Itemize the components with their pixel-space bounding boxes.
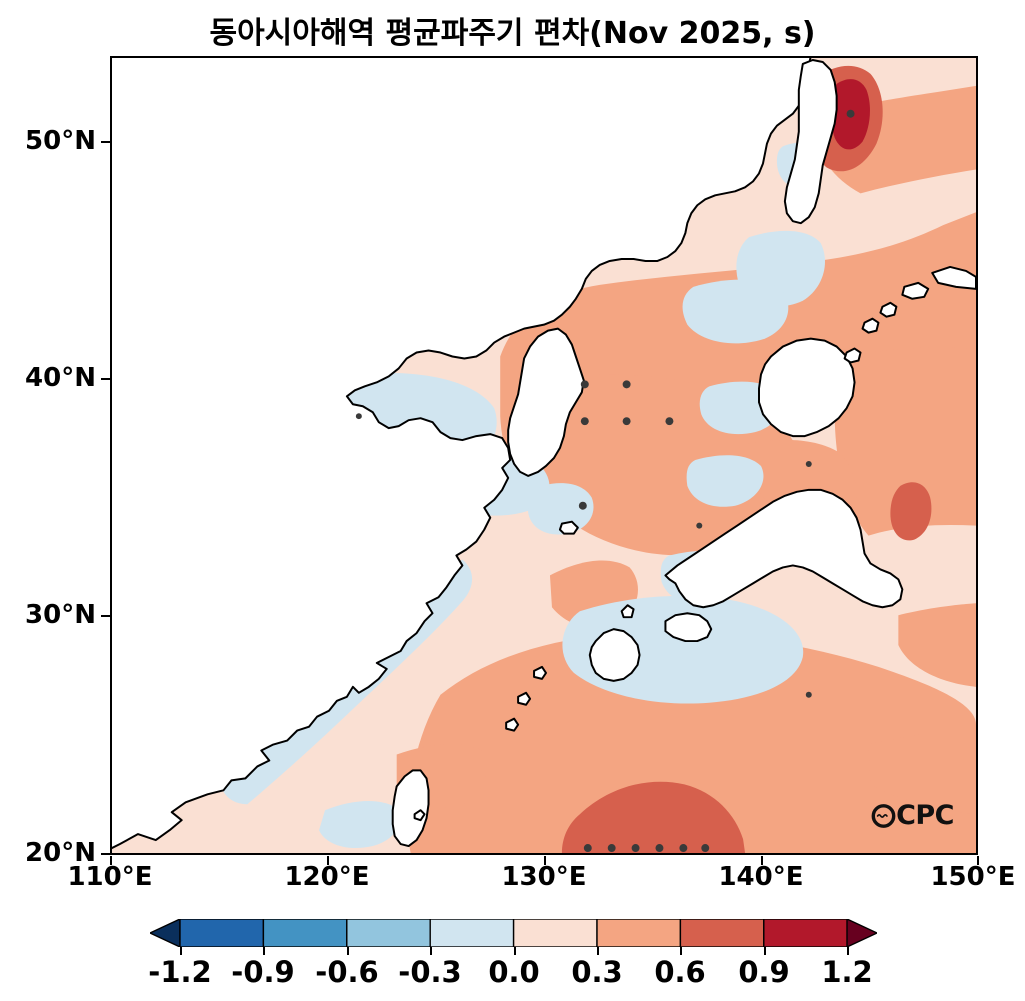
region-east-pacific-patch [898, 603, 976, 687]
landmass-tsushima [620, 604, 635, 619]
map-plot-area: CPC [110, 56, 978, 855]
colorbar-gradient [150, 919, 877, 947]
region-south-hotspot-06to09 [561, 781, 746, 853]
landmass-taiwan [391, 769, 430, 848]
y-tickmark-30 [101, 615, 110, 617]
colorbar-label-1.2: 1.2 [821, 955, 873, 989]
landmass-shikoku [664, 612, 713, 643]
y-tick-label-20: 20°N [25, 838, 96, 868]
y-tickmark-40 [101, 378, 110, 380]
colorbar-label--0.3: -0.3 [398, 955, 462, 989]
wave-in-circle-icon [871, 802, 896, 829]
x-tickmark-150 [977, 856, 979, 865]
colorbar-label--1.2: -1.2 [148, 955, 212, 989]
x-tick-label-140: 140°E [718, 862, 804, 892]
colorbar: -1.2 -0.9 -0.6 -0.3 0.0 0.3 0.6 0.9 1.2 [0, 905, 1025, 1001]
landmass-ryukyu-1 [505, 717, 520, 732]
cband-0.9-1.2 [763, 919, 848, 947]
region-okhotsk-cool-2 [682, 279, 789, 344]
colorbar-label-0.9: 0.9 [738, 955, 790, 989]
watermark-ocpc: CPC [871, 800, 954, 831]
landmass-kyushu [588, 628, 641, 682]
cband--1.2--0.9 [179, 919, 265, 947]
landmass-kuril-3 [843, 347, 862, 364]
colorbar-tickmark--1.2 [180, 947, 182, 955]
colorbar-tickmark--0.3 [430, 947, 432, 955]
x-tickmark-130 [544, 856, 546, 865]
landmass-hokkaido [758, 337, 856, 438]
landmass-kuril-2 [879, 301, 898, 318]
colorbar-over-arrow [846, 919, 877, 947]
colorbar-tickmark-0.9 [764, 947, 766, 955]
cband-0.0-0.3 [512, 919, 598, 947]
y-tickmark-20 [101, 853, 110, 855]
cband--0.3-0.0 [429, 919, 515, 947]
x-tick-label-110: 110°E [67, 862, 153, 892]
x-tickmark-120 [327, 856, 329, 865]
colorbar-tickmark-0.3 [597, 947, 599, 955]
colorbar-label-0.6: 0.6 [654, 955, 706, 989]
region-philippine-sea-positive [407, 632, 976, 853]
y-tick-label-30: 30°N [25, 600, 96, 630]
watermark-label: CPC [896, 800, 954, 831]
y-tickmark-50 [101, 141, 110, 143]
x-tickmark-110 [110, 856, 112, 865]
colorbar-tickmark-1.2 [847, 947, 849, 955]
landmass-continent [112, 58, 812, 850]
landmass-kuril-4 [901, 281, 930, 300]
landmass-ryukyu-2 [517, 691, 532, 706]
significance-stipple [355, 109, 855, 853]
landmass-honshu [664, 488, 904, 609]
colorbar-label-0.0: 0.0 [488, 955, 540, 989]
x-tickmark-140 [761, 856, 763, 865]
cband-0.6-0.9 [679, 919, 765, 947]
y-tick-label-40: 40°N [25, 363, 96, 393]
colorbar-bands [179, 919, 848, 947]
colorbar-tickmark--0.6 [347, 947, 349, 955]
cband-0.3-0.6 [596, 919, 682, 947]
region-jeju-cool [528, 483, 594, 535]
landmass-kuril-5 [931, 265, 976, 290]
landmass-ryukyu-3 [533, 665, 547, 680]
region-off-sendai-hotspot [890, 482, 932, 541]
x-tick-label-130: 130°E [501, 862, 587, 892]
region-tsugaru-cool [686, 455, 764, 507]
x-tick-label-120: 120°E [284, 862, 370, 892]
anomaly-contour-map [112, 58, 976, 853]
landmass-sakhalin [783, 58, 838, 225]
x-tick-label-150: 150°E [930, 862, 1016, 892]
land-masses [112, 58, 976, 850]
colorbar-under-arrow [150, 919, 181, 947]
colorbar-tickmark-0.6 [680, 947, 682, 955]
region-china-coast-cool-south [319, 800, 400, 849]
cband--0.6--0.3 [346, 919, 431, 947]
landmass-jeju [558, 520, 579, 535]
cband--0.9--0.6 [262, 919, 348, 947]
page-title: 동아시아해역 평균파주기 편차(Nov 2025, s) [209, 16, 816, 51]
region-nw-pacific-positive [834, 347, 976, 536]
landmass-korea [507, 327, 585, 477]
colorbar-label-0.3: 0.3 [571, 955, 623, 989]
colorbar-label--0.9: -0.9 [231, 955, 295, 989]
colorbar-tickmark--0.9 [263, 947, 265, 955]
colorbar-label--0.6: -0.6 [315, 955, 379, 989]
landmass-islet-1 [413, 809, 426, 822]
y-tick-label-50: 50°N [25, 126, 96, 156]
landmass-kuril-1 [861, 317, 880, 334]
colorbar-tickmark-0.0 [514, 947, 516, 955]
region-taiwan-east-warm [868, 730, 976, 815]
